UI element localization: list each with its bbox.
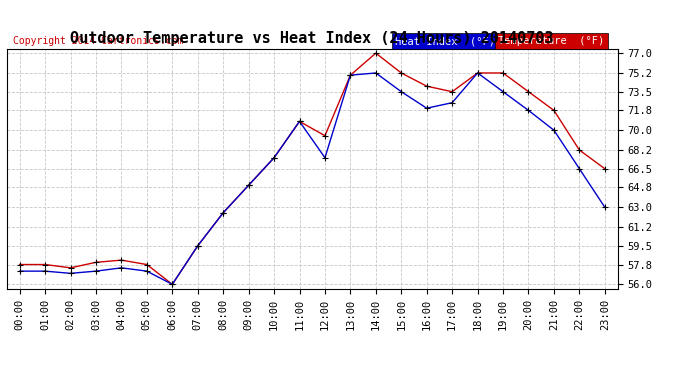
Text: Heat Index  (°F): Heat Index (°F) <box>395 36 495 46</box>
Text: Temperature  (°F): Temperature (°F) <box>498 36 604 46</box>
Title: Outdoor Temperature vs Heat Index (24 Hours) 20140703: Outdoor Temperature vs Heat Index (24 Ho… <box>70 31 554 46</box>
Text: Copyright 2014 Cartronics.com: Copyright 2014 Cartronics.com <box>13 36 184 46</box>
